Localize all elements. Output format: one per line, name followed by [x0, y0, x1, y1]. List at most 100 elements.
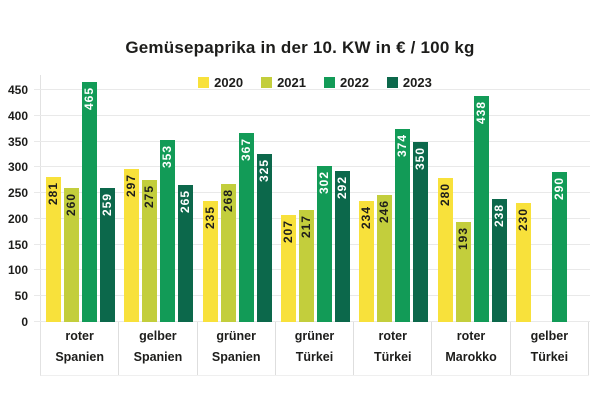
y-tick-label-300: 300 [7, 160, 28, 175]
bar-value-label: 260 [63, 192, 78, 216]
x-axis-category-band: roter Spanien gelber Spanien grüner Spanien gr… [40, 322, 589, 376]
bar-slot-2023: 350 [413, 141, 429, 322]
plot-area: 281 260 465 259 297 275 353 265 235 268 367 325 207 2… [34, 75, 590, 322]
bar-group-gelber-Türkei: 230 290 [512, 75, 590, 322]
bar-slot-2021: 275 [142, 180, 158, 322]
x-category-variety: gelber [139, 329, 177, 343]
x-category-origin: Spanien [211, 350, 261, 364]
chart-title: Gemüsepaprika in der 10. KW in € / 100 k… [125, 38, 475, 57]
bar-2022-Türkei: 374 [395, 129, 411, 322]
bar-2023-Türkei: 292 [334, 171, 350, 322]
bar-group-roter-Spanien: 281 260 465 259 [41, 75, 119, 322]
x-category-grüner-Spanien: grüner Spanien [198, 322, 276, 375]
bar-value-label: 374 [395, 134, 410, 158]
bar-slot-2021: 217 [298, 210, 314, 322]
y-tick-label-200: 200 [7, 211, 28, 226]
y-tick-label-100: 100 [7, 263, 28, 278]
bar-2022-Türkei: 302 [316, 166, 332, 322]
gridline-250 [34, 192, 590, 194]
x-category-origin: Türkei [530, 350, 569, 364]
bar-2020-Spanien: 281 [45, 177, 61, 322]
bar-value-label: 265 [178, 190, 193, 214]
legend-swatch-icon [324, 77, 335, 88]
legend-swatch-icon [261, 77, 273, 88]
x-category-origin: Spanien [133, 350, 183, 364]
chart-legend: 2020 2021 2022 2023 [40, 76, 590, 89]
bar-slot-2021: 268 [220, 183, 236, 322]
bar-2023-Spanien: 325 [256, 154, 272, 322]
bar-group-grüner-Türkei: 207 217 302 292 [276, 75, 354, 322]
bar-slot-2021: 193 [455, 222, 471, 322]
y-axis: 0 50 100 150 200 250 300 350 400 450 [0, 75, 30, 329]
bar-2023-Spanien: 259 [99, 188, 115, 322]
bar-value-label: 353 [160, 144, 175, 169]
legend-swatch-icon [386, 77, 398, 88]
y-tick-label-400: 400 [7, 108, 28, 123]
bar-groups: 281 260 465 259 297 275 353 265 235 268 367 325 207 2… [41, 75, 590, 322]
bar-slot-2021: 246 [377, 195, 393, 322]
bar-2020-Marokko: 280 [437, 177, 453, 322]
gridline-350 [34, 140, 590, 142]
x-category-gelber-Spanien: gelber Spanien [119, 322, 198, 375]
legend-item-2020: 2020 [198, 76, 243, 89]
bar-2023-Marokko: 238 [491, 199, 507, 322]
bar-2023-Türkei: 350 [413, 141, 429, 322]
legend-label: 2020 [214, 75, 244, 90]
bar-value-label: 193 [455, 227, 470, 251]
bar-value-label: 230 [516, 208, 531, 232]
legend-item-2021: 2021 [261, 76, 306, 89]
bar-slot-2020: 297 [124, 168, 140, 322]
y-tick-label-0: 0 [21, 315, 28, 329]
bar-value-label: 275 [142, 185, 157, 209]
bar-2021-Spanien: 260 [63, 187, 79, 322]
bar-2022-Spanien: 353 [160, 139, 176, 322]
x-category-variety: roter [65, 329, 94, 343]
legend-label: 2021 [277, 75, 306, 90]
bar-2020-Türkei: 234 [359, 201, 375, 322]
x-category-origin: Türkei [295, 350, 334, 364]
bar-value-label: 281 [45, 182, 60, 206]
x-category-roter-Türkei: roter Türkei [354, 322, 433, 375]
x-category-origin: Spanien [55, 350, 104, 364]
x-category-roter-Marokko: roter Marokko [432, 322, 511, 375]
legend-swatch-icon [198, 77, 210, 88]
bar-slot-2020: 230 [516, 203, 532, 322]
bar-group-roter-Türkei: 234 246 374 350 [355, 75, 433, 322]
bar-2022-Spanien: 465 [81, 82, 97, 322]
bar-slot-2022: 374 [395, 129, 411, 322]
x-category-origin: Marokko [445, 350, 497, 364]
bar-slot-2023: 259 [99, 188, 115, 322]
bar-slot-2023: 265 [178, 185, 194, 322]
x-category-variety: roter [378, 329, 407, 343]
bar-value-label: 302 [316, 171, 331, 195]
bar-slot-2022: 465 [81, 82, 97, 322]
bar-slot-2020: 281 [45, 177, 61, 322]
legend-label: 2022 [340, 75, 369, 90]
legend-item-2022: 2022 [324, 76, 369, 89]
bar-slot-2022: 302 [316, 166, 332, 322]
bar-2021-Spanien: 268 [220, 183, 236, 322]
bar-value-label: 207 [280, 220, 295, 244]
bar-2022-Türkei: 290 [552, 172, 568, 322]
bar-slot-2022: 438 [473, 96, 489, 322]
bar-2022-Spanien: 367 [238, 132, 254, 322]
x-category-variety: gelber [530, 329, 569, 343]
bar-slot-2022: 353 [160, 139, 176, 322]
y-tick-label-250: 250 [7, 186, 28, 201]
x-category-roter-Spanien: roter Spanien [41, 322, 120, 375]
bar-slot-2020: 280 [437, 177, 453, 322]
bar-slot-2021: 260 [63, 187, 79, 322]
gridline-450 [34, 88, 590, 90]
y-tick-label-450: 450 [7, 82, 28, 97]
legend-label: 2023 [402, 75, 432, 90]
bar-slot-2020: 234 [359, 201, 375, 322]
bar-2020-Türkei: 207 [280, 215, 296, 322]
bar-2021-Spanien: 275 [142, 180, 158, 322]
bar-value-label: 234 [359, 206, 374, 230]
bar-value-label: 238 [491, 204, 506, 228]
bar-slot-2022: 290 [552, 172, 568, 322]
bar-value-label: 367 [238, 137, 253, 161]
bar-value-label: 217 [298, 215, 313, 239]
bar-2020-Spanien: 235 [202, 200, 218, 322]
